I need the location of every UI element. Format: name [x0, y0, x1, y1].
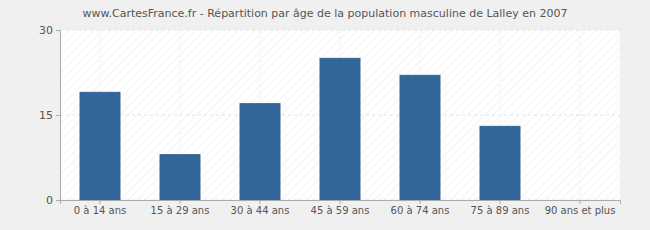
bar — [80, 92, 120, 200]
x-axis: 0 à 14 ans 15 à 29 ans 30 à 44 ans 45 à 59 … — [61, 200, 621, 216]
x-tick: 15 à 29 ans — [151, 200, 210, 216]
x-tick-label: 90 ans et plus — [545, 205, 616, 216]
x-tick-mark — [100, 200, 101, 204]
x-tick-mark — [260, 200, 261, 204]
grid-line-x — [580, 30, 581, 200]
y-tick: 15 — [39, 109, 60, 122]
x-axis-line — [61, 201, 621, 205]
plot-background — [60, 30, 620, 200]
chart: www.CartesFrance.fr - Répartition par âg… — [0, 0, 650, 230]
x-tick-mark — [340, 200, 341, 204]
grid — [60, 30, 620, 200]
y-tick: 30 — [39, 24, 60, 37]
y-tick-mark — [56, 30, 60, 31]
x-tick: 0 à 14 ans — [74, 200, 126, 216]
x-tick: 60 à 74 ans — [391, 200, 450, 216]
bars — [80, 58, 520, 200]
bar — [240, 104, 280, 200]
y-tick-label: 15 — [39, 109, 53, 122]
x-tick-label: 0 à 14 ans — [74, 205, 126, 216]
x-tick-mark — [500, 200, 501, 204]
y-tick-label: 30 — [39, 24, 53, 37]
x-tick-label: 75 à 89 ans — [471, 205, 530, 216]
x-tick: 90 ans et plus — [545, 200, 616, 216]
x-tick: 75 à 89 ans — [471, 200, 530, 216]
x-tick-label: 60 à 74 ans — [391, 205, 450, 216]
x-tick-mark — [180, 200, 181, 204]
y-tick-mark — [56, 200, 60, 201]
x-tick-label: 30 à 44 ans — [231, 205, 290, 216]
bar — [480, 126, 520, 200]
x-tick-label: 45 à 59 ans — [311, 205, 370, 216]
x-tick-mark — [420, 200, 421, 204]
plot: 0 15 30 0 à 14 ans 15 à 29 ans 30 à 44 ans 45 … — [39, 24, 621, 216]
bar — [320, 58, 360, 200]
title: www.CartesFrance.fr - Répartition par âg… — [83, 7, 568, 20]
y-axis: 0 15 30 — [39, 24, 61, 207]
y-tick: 0 — [46, 194, 60, 207]
x-tick: 30 à 44 ans — [231, 200, 290, 216]
grid-x — [100, 30, 580, 200]
y-tick-label: 0 — [46, 194, 53, 207]
x-tick-mark — [580, 200, 581, 204]
y-axis-line — [56, 31, 61, 201]
y-tick-mark — [56, 115, 60, 116]
x-tick: 45 à 59 ans — [311, 200, 370, 216]
x-tick-label: 15 à 29 ans — [151, 205, 210, 216]
bar — [400, 75, 440, 200]
bar — [560, 200, 600, 201]
bar — [160, 155, 200, 200]
